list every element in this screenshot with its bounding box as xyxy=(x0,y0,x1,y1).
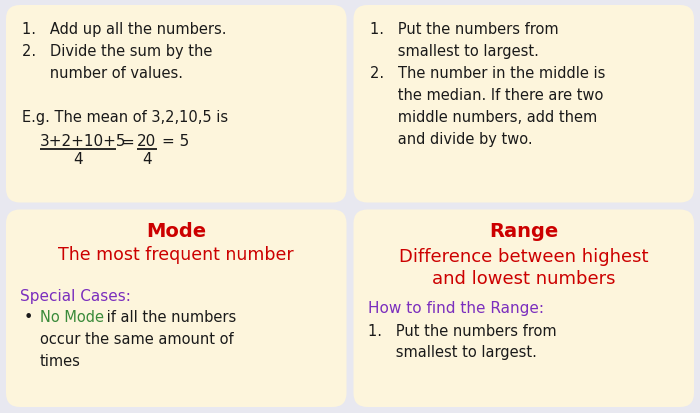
Text: 3+2+10+5: 3+2+10+5 xyxy=(40,134,127,149)
Text: 4: 4 xyxy=(74,152,83,166)
FancyBboxPatch shape xyxy=(6,6,346,203)
Text: the median. If there are two: the median. If there are two xyxy=(370,88,603,103)
Text: 2.   The number in the middle is: 2. The number in the middle is xyxy=(370,66,605,81)
Text: and lowest numbers: and lowest numbers xyxy=(432,270,615,288)
Text: if all the numbers: if all the numbers xyxy=(102,310,237,325)
Text: 4: 4 xyxy=(142,152,152,166)
Text: 20: 20 xyxy=(137,134,156,149)
Text: and divide by two.: and divide by two. xyxy=(370,132,532,147)
Text: = 5: = 5 xyxy=(162,134,189,149)
Text: =: = xyxy=(121,134,134,149)
Text: 1.   Put the numbers from: 1. Put the numbers from xyxy=(370,22,558,37)
Text: E.g. The mean of 3,2,10,5 is: E.g. The mean of 3,2,10,5 is xyxy=(22,110,228,125)
Text: 1.   Put the numbers from: 1. Put the numbers from xyxy=(368,323,556,338)
Text: Special Cases:: Special Cases: xyxy=(20,288,131,303)
Text: occur the same amount of: occur the same amount of xyxy=(40,332,234,347)
Text: No Mode: No Mode xyxy=(40,310,104,325)
Text: Difference between highest: Difference between highest xyxy=(399,248,648,266)
FancyBboxPatch shape xyxy=(6,210,346,407)
Text: 1.   Add up all the numbers.: 1. Add up all the numbers. xyxy=(22,22,227,37)
Text: 2.   Divide the sum by the: 2. Divide the sum by the xyxy=(22,44,212,59)
Text: middle numbers, add them: middle numbers, add them xyxy=(370,110,596,125)
Text: smallest to largest.: smallest to largest. xyxy=(370,44,538,59)
Text: times: times xyxy=(40,354,81,369)
FancyBboxPatch shape xyxy=(354,210,694,407)
Text: Range: Range xyxy=(489,222,559,241)
Text: Mode: Mode xyxy=(146,222,206,241)
Text: •: • xyxy=(24,310,34,325)
Text: smallest to largest.: smallest to largest. xyxy=(368,345,536,360)
Text: How to find the Range:: How to find the Range: xyxy=(368,300,543,315)
Text: The most frequent number: The most frequent number xyxy=(58,246,294,264)
FancyBboxPatch shape xyxy=(354,6,694,203)
Text: number of values.: number of values. xyxy=(22,66,183,81)
